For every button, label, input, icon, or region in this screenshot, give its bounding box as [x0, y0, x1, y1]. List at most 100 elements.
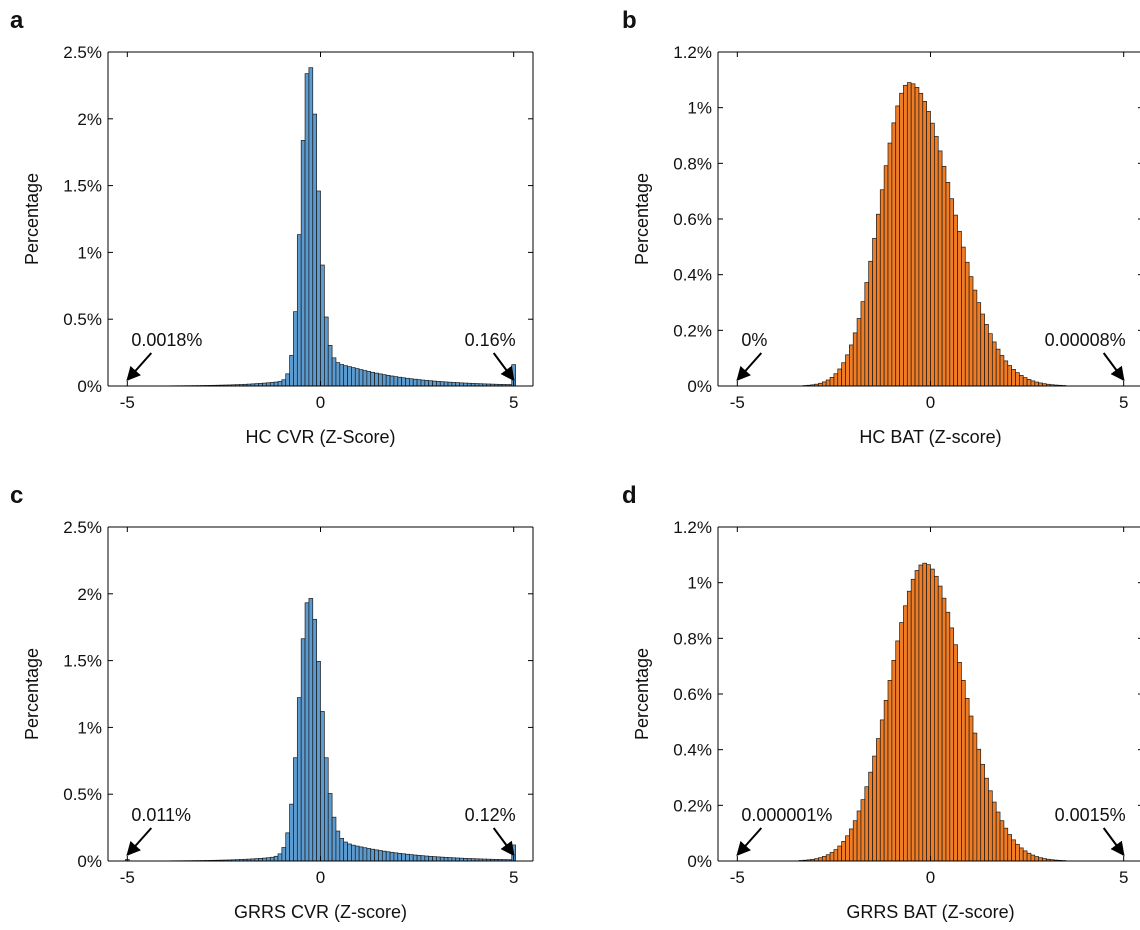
- histogram-bar: [277, 853, 283, 862]
- histogram-bar: [1015, 843, 1020, 862]
- histogram-bar: [385, 375, 391, 387]
- y-tick-label: 0%: [687, 377, 712, 396]
- histogram-bar: [1026, 379, 1032, 387]
- x-tick-label: -5: [120, 393, 135, 412]
- histogram-bar: [347, 843, 352, 862]
- histogram-bar: [899, 92, 904, 387]
- histogram-bar: [910, 578, 916, 862]
- x-tick-label: 0: [926, 868, 935, 887]
- histogram-bar: [412, 854, 418, 862]
- histogram-bar: [914, 87, 920, 387]
- annotation-arrow: [736, 352, 763, 382]
- histogram-bar: [964, 261, 970, 387]
- histogram-bar: [308, 598, 314, 862]
- annotation-label: 0.00008%: [1045, 330, 1126, 350]
- histogram-bar: [903, 605, 908, 862]
- histogram-bar: [1034, 381, 1040, 387]
- histogram-bar: [964, 698, 970, 862]
- y-tick-label: 0.2%: [673, 321, 712, 340]
- histogram-bar: [930, 568, 935, 862]
- histogram-bar: [335, 830, 341, 862]
- histogram-bar: [903, 84, 908, 387]
- histogram-bar: [416, 855, 422, 862]
- histogram-bar: [864, 786, 870, 862]
- y-axis-label: Percentage: [632, 648, 652, 740]
- histogram-bar: [980, 313, 985, 387]
- histogram-bar: [428, 380, 433, 387]
- histogram-bar: [845, 835, 850, 862]
- histogram-bar: [289, 803, 294, 862]
- histogram-bar: [883, 700, 889, 862]
- histogram-bar: [922, 562, 927, 862]
- x-tick-label: -5: [730, 868, 745, 887]
- histogram-bar: [995, 811, 1001, 862]
- histogram-bar: [976, 748, 982, 862]
- histogram-bar: [972, 289, 978, 387]
- annotation-label: 0.0015%: [1055, 805, 1126, 825]
- histogram-bar: [374, 849, 379, 862]
- y-tick-label: 1.5%: [63, 177, 102, 196]
- histogram-bar: [1019, 375, 1024, 387]
- panel-letter: c: [10, 482, 23, 509]
- y-tick-label: 1%: [77, 243, 102, 262]
- histogram-bar: [856, 318, 862, 387]
- histogram-bar: [358, 846, 364, 862]
- histogram-bar: [343, 365, 348, 387]
- annotation-arrow: [1102, 827, 1125, 857]
- histogram-bar: [343, 841, 348, 862]
- histogram-bar: [1030, 380, 1036, 387]
- histogram-bar: [972, 732, 978, 862]
- histogram-bar: [273, 855, 279, 862]
- histogram-bar: [852, 820, 858, 862]
- annotation-label: 0.011%: [131, 805, 191, 825]
- histogram-bar: [999, 355, 1005, 387]
- histogram-bar: [883, 165, 889, 387]
- annotation-arrow: [492, 827, 515, 857]
- histogram-bar: [1019, 847, 1024, 862]
- histogram-bar: [922, 101, 927, 387]
- histogram-bar: [860, 301, 866, 387]
- histogram-bar: [354, 845, 360, 862]
- histogram-bar: [269, 382, 275, 387]
- y-tick-label: 0.2%: [673, 796, 712, 815]
- histogram-bar: [432, 856, 437, 862]
- histogram-bar: [910, 83, 916, 387]
- y-tick-label: 0%: [687, 852, 712, 871]
- histogram-bar: [293, 311, 298, 387]
- histogram-bar: [849, 344, 854, 387]
- histogram-bar: [362, 370, 368, 387]
- histogram-bar: [1030, 854, 1036, 862]
- histogram-bar: [385, 851, 391, 862]
- histogram-bar: [876, 213, 881, 387]
- histogram-bar: [339, 364, 345, 387]
- y-tick-label: 1.5%: [63, 652, 102, 671]
- histogram-bar: [316, 661, 321, 862]
- histogram-bar: [374, 372, 379, 387]
- histogram-bar: [841, 362, 846, 387]
- histogram-bar: [447, 381, 453, 387]
- histogram-bar: [285, 832, 290, 862]
- histogram-bar: [428, 855, 433, 862]
- histogram-bar: [296, 697, 302, 862]
- histogram-bar: [370, 371, 375, 387]
- histogram-bar: [308, 67, 314, 387]
- histogram-bar: [949, 627, 955, 862]
- y-tick-label: 2.5%: [63, 518, 102, 537]
- histogram-bar: [926, 111, 931, 387]
- histogram-bar: [281, 379, 287, 387]
- annotation-arrow: [736, 827, 763, 857]
- histogram-bar: [327, 345, 333, 387]
- histogram-bar: [327, 793, 333, 862]
- histogram-bar: [397, 376, 402, 387]
- histogram-bar: [891, 122, 897, 387]
- histogram-bar: [906, 590, 912, 862]
- x-tick-label: 0: [316, 868, 325, 887]
- histogram-bar: [876, 738, 881, 862]
- histogram-bar: [347, 366, 352, 387]
- histogram-bar: [833, 373, 839, 387]
- histogram-bar: [381, 850, 387, 862]
- histogram-bar: [443, 857, 449, 862]
- x-tick-label: -5: [120, 868, 135, 887]
- histogram-bar: [941, 597, 947, 862]
- y-tick-label: 0.5%: [63, 310, 102, 329]
